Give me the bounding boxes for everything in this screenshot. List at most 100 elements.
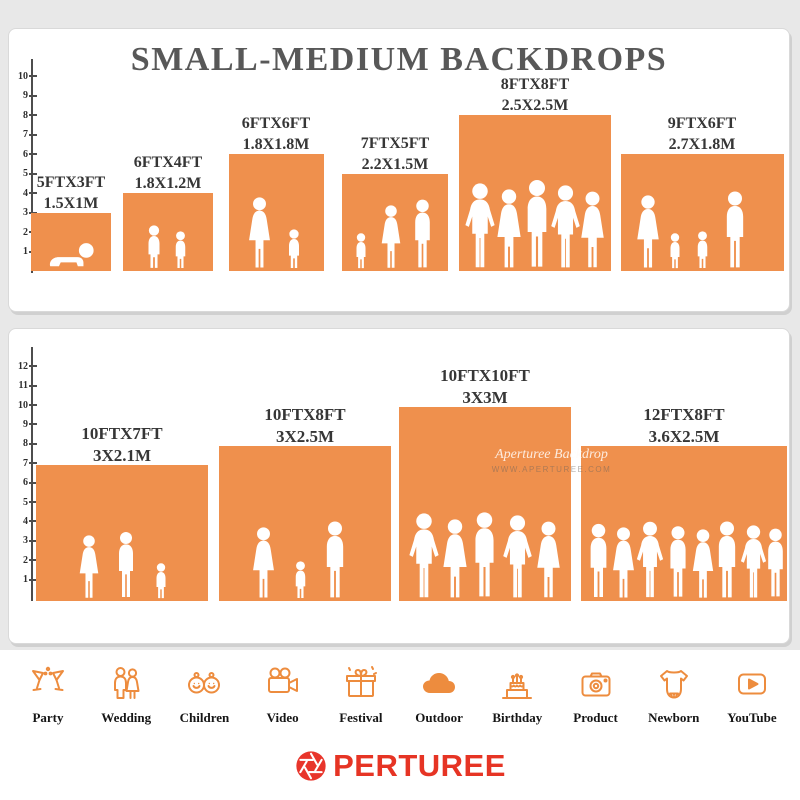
category-wedding: Wedding [90, 664, 162, 726]
y-axis-tick: 8 [14, 437, 37, 451]
backdrop-bar-10x7 [36, 465, 208, 601]
size-m: 3X2.5M [275, 427, 335, 447]
category-youtube: YouTube [716, 664, 788, 726]
size-m: 3X3M [462, 388, 508, 408]
y-axis-tick: 6 [14, 147, 37, 161]
backdrop-bar-5x3 [31, 213, 111, 271]
y-axis-tick: 5 [14, 495, 37, 509]
page-title: SMALL-MEDIUM BACKDROPS [130, 41, 668, 78]
backdrop-bar-12x8 [581, 446, 787, 601]
category-label: Children [179, 710, 230, 725]
backdrop-size-label: 8FTX8FT 2.5X2.5M [465, 75, 605, 117]
y-axis-bottom: 1 2 3 4 5 6 7 8 9 10 11 12 [9, 347, 37, 601]
people-silhouette [249, 197, 299, 268]
size-m: 1.8X1.8M [242, 135, 310, 153]
outdoor-icon [423, 673, 456, 693]
y-axis-line [31, 59, 33, 273]
aperture-icon [296, 751, 326, 781]
y-axis-top: 1 2 3 4 5 6 7 8 9 10 [9, 59, 37, 273]
backdrop-size-label: 7FTX5FT 2.2X1.5M [325, 134, 465, 176]
people-silhouette [49, 243, 94, 267]
size-ft: 10FTX8FT [264, 405, 346, 424]
size-ft: 10FTX7FT [81, 424, 163, 443]
backdrop-size-label: 10FTX7FT 3X2.1M [52, 423, 192, 467]
small-medium-backdrops-panel: SMALL-MEDIUM BACKDROPS 1 2 3 4 5 6 7 8 9 10 [8, 28, 790, 312]
category-product: Product [560, 664, 632, 726]
y-axis-tick: 9 [14, 417, 37, 431]
category-label: Product [573, 710, 618, 725]
size-ft: 9FTX6FT [667, 115, 737, 132]
y-axis-tick: 9 [14, 89, 37, 103]
backdrop-size-label: 6FTX6FT 1.8X1.8M [206, 114, 346, 156]
backdrop-bar-9x6 [621, 154, 784, 271]
children-icon [188, 672, 221, 694]
y-axis-tick: 3 [14, 206, 37, 220]
backdrop-size-label: 9FTX6FT 2.7X1.8M [632, 114, 772, 156]
category-strip: Party Wedding [0, 650, 800, 800]
backdrop-size-label: 6FTX4FT 1.8X1.2M [98, 153, 238, 195]
festival-icon [345, 666, 377, 697]
size-m: 3.6X2.5M [648, 427, 720, 447]
y-axis-tick: 2 [14, 553, 37, 567]
newborn-icon [659, 670, 688, 699]
category-children: Children [168, 664, 240, 726]
birthday-icon [502, 673, 533, 699]
watermark: Aperturee Backdrop WWW.APERTUREE.COM [464, 447, 639, 474]
category-party: Party [12, 664, 84, 726]
category-label: YouTube [727, 710, 777, 725]
backdrop-bar-7x5 [342, 174, 448, 271]
backdrop-bar-10x8 [219, 446, 391, 601]
size-m: 3X2.1M [92, 446, 152, 466]
wedding-icon [114, 667, 140, 699]
category-label: Video [266, 710, 299, 725]
logo-text: PERTUREE [333, 748, 506, 783]
backdrop-bar-10x10 [399, 407, 571, 601]
large-backdrops-panel: 1 2 3 4 5 6 7 8 9 10 11 12 [8, 328, 790, 644]
category-festival: Festival [325, 664, 397, 726]
size-m: 2.7X1.8M [668, 135, 736, 153]
video-icon [267, 667, 298, 693]
people-silhouette [253, 521, 344, 599]
category-label: Party [32, 710, 64, 725]
size-ft: 7FTX5FT [360, 135, 430, 152]
people-silhouette [637, 191, 744, 269]
category-birthday: Birthday [481, 664, 553, 726]
size-ft: 12FTX8FT [643, 405, 725, 424]
size-ft: 10FTX10FT [440, 366, 530, 385]
y-axis-line [31, 347, 33, 601]
backdrop-bar-6x6 [229, 154, 324, 271]
category-outdoor: Outdoor [403, 664, 475, 726]
backdrop-size-label: 12FTX8FT 3.6X2.5M [614, 404, 754, 448]
backdrop-size-label: 10FTX10FT 3X3M [415, 365, 555, 409]
category-video: Video [247, 664, 319, 726]
y-axis-tick: 10 [14, 398, 37, 412]
size-ft: 6FTX6FT [241, 115, 311, 132]
people-silhouette [465, 180, 604, 268]
people-silhouette [79, 532, 166, 599]
backdrop-bar-8x8 [459, 115, 611, 271]
size-m: 2.5X2.5M [501, 96, 569, 114]
people-silhouette [409, 512, 560, 598]
backdrop-size-label: 5FTX3FT 1.5X1M [1, 173, 141, 215]
backdrop-bar-6x4 [123, 193, 213, 271]
category-label: Newborn [648, 710, 700, 725]
y-axis-tick: 4 [14, 514, 37, 528]
watermark-script: Aperturee Backdrop [495, 447, 608, 462]
youtube-icon [737, 673, 766, 695]
category-newborn: Newborn [638, 664, 710, 726]
y-axis-tick: 7 [14, 456, 37, 470]
y-axis-tick: 4 [14, 186, 37, 200]
category-label: Festival [339, 710, 383, 725]
y-axis-tick: 10 [14, 69, 37, 83]
watermark-url: WWW.APERTUREE.COM [491, 465, 612, 474]
y-axis-tick: 11 [14, 379, 37, 393]
y-axis-tick: 7 [14, 128, 37, 142]
y-axis-tick: 12 [14, 359, 37, 373]
size-m: 2.2X1.5M [361, 155, 429, 173]
y-axis-tick: 6 [14, 476, 37, 490]
category-label: Wedding [101, 710, 152, 725]
y-axis-tick: 8 [14, 108, 37, 122]
y-axis-tick: 5 [14, 167, 37, 181]
product-icon [581, 672, 611, 697]
size-ft: 8FTX8FT [500, 76, 570, 93]
